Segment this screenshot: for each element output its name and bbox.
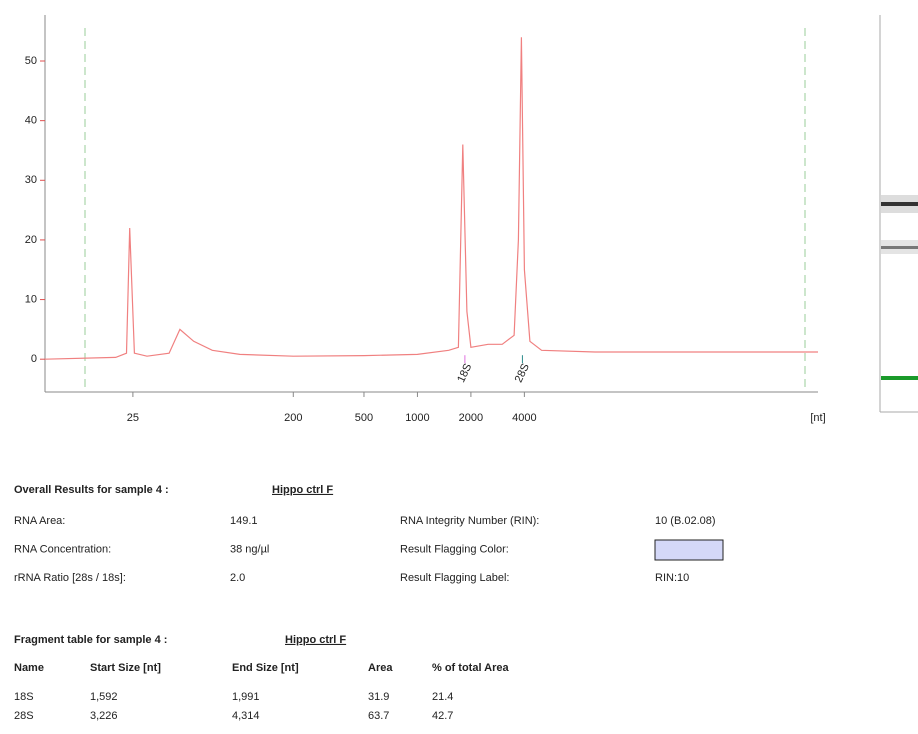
result-cell: RNA Area: [14, 515, 65, 527]
result-cell: rRNA Ratio [28s / 18s]: [14, 572, 126, 584]
x-tick-label: 25 [127, 412, 139, 424]
x-tick-label: 500 [355, 412, 373, 424]
fragment-cell: 21.4 [432, 691, 453, 703]
result-cell: 10 (B.02.08) [655, 515, 716, 527]
fragment-cell: 42.7 [432, 710, 453, 722]
fragment-cell: 63.7 [368, 710, 389, 722]
results-title: Overall Results for sample 4 : [14, 484, 169, 496]
fragments-title: Fragment table for sample 4 : [14, 634, 167, 646]
results-sample: Hippo ctrl F [272, 484, 333, 496]
trace [45, 37, 818, 359]
peak-label: 18S [455, 362, 474, 385]
fragment-cell: 28S [14, 710, 34, 722]
result-cell: RNA Integrity Number (RIN): [400, 515, 539, 527]
flag-swatch [655, 540, 723, 560]
x-tick-label: 200 [284, 412, 302, 424]
fragment-cell: 1,592 [90, 691, 118, 703]
fragment-header: Start Size [nt] [90, 662, 161, 674]
y-tick-label: 30 [25, 174, 37, 186]
result-cell: 2.0 [230, 572, 245, 584]
y-tick-label: 10 [25, 293, 37, 305]
fragment-cell: 1,991 [232, 691, 260, 703]
x-tick-label: 1000 [405, 412, 429, 424]
fragment-cell: 31.9 [368, 691, 389, 703]
result-cell: 149.1 [230, 515, 258, 527]
result-cell: Result Flagging Label: [400, 572, 509, 584]
result-cell: 38 ng/µl [230, 543, 269, 555]
y-tick-label: 50 [25, 55, 37, 67]
fragment-cell: 3,226 [90, 710, 118, 722]
result-cell: Result Flagging Color: [400, 543, 509, 555]
fragment-cell: 18S [14, 691, 34, 703]
fragment-header: End Size [nt] [232, 662, 299, 674]
x-tick-label: 2000 [459, 412, 483, 424]
peak-label: 28S [513, 362, 532, 385]
x-tick-label: 4000 [512, 412, 536, 424]
result-cell: RNA Concentration: [14, 543, 111, 555]
fragment-header: Name [14, 662, 44, 674]
y-tick-label: 40 [25, 115, 37, 127]
fragment-header: Area [368, 662, 393, 674]
results: Overall Results for sample 4 : Hippo ctr… [14, 484, 333, 496]
y-tick-label: 0 [31, 353, 37, 365]
gel-lane [880, 15, 918, 412]
fragment-table: Fragment table for sample 4 : Hippo ctrl… [14, 634, 346, 646]
x-axis-label: [nt] [810, 412, 825, 424]
fragment-header: % of total Area [432, 662, 509, 674]
fragment-cell: 4,314 [232, 710, 260, 722]
result-cell: RIN:10 [655, 572, 689, 584]
fragments-sample: Hippo ctrl F [285, 634, 346, 646]
page: [nt] Overall Results for sample 4 : Hipp… [0, 0, 918, 729]
y-tick-label: 20 [25, 234, 37, 246]
